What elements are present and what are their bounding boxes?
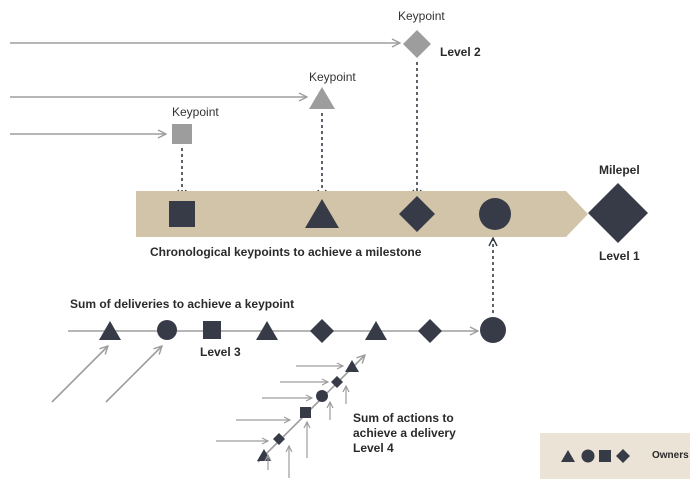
milestone-diamond — [588, 183, 648, 243]
action-diamond-2 — [331, 376, 343, 388]
band-diamond — [399, 196, 435, 232]
owners-label: Owners — [652, 450, 689, 461]
delivery-triangle-3 — [365, 321, 387, 340]
keypoint-label-left: Keypoint — [172, 105, 219, 119]
sum-actions-line-1: Sum of actions to — [353, 411, 454, 425]
band-triangle — [305, 199, 339, 228]
chronological-label: Chronological keypoints to achieve a mil… — [150, 245, 422, 259]
sum-deliveries-label: Sum of deliveries to achieve a keypoint — [70, 297, 295, 311]
owners-triangle-icon — [561, 450, 575, 462]
delivery-end-circle — [480, 317, 506, 343]
keypoint-square-gray — [172, 124, 192, 144]
keypoint-label-middle: Keypoint — [309, 70, 356, 84]
actions-line — [257, 355, 365, 463]
keypoint-diamond-gray — [403, 30, 431, 58]
band-square — [169, 201, 195, 227]
level-2-label: Level 2 — [440, 45, 481, 59]
keypoint-label-top: Keypoint — [398, 9, 445, 23]
action-diamond-1 — [273, 433, 285, 445]
diagonal-arrow-2 — [105, 346, 162, 403]
delivery-diamond-1 — [310, 319, 334, 343]
level-1-label: Level 1 — [599, 249, 640, 263]
band-circle — [479, 198, 511, 230]
delivery-triangle-2 — [256, 321, 278, 340]
diagonal-arrow-1 — [51, 346, 108, 403]
sum-actions-line-2: achieve a delivery — [353, 426, 456, 440]
milepel-label: Milepel — [599, 163, 640, 177]
action-circle — [316, 390, 328, 402]
level-4-label: Level 4 — [353, 441, 394, 455]
milestone-band — [136, 191, 588, 237]
owners-diamond-icon — [616, 449, 630, 463]
action-triangle-2 — [345, 360, 359, 372]
delivery-triangle-1 — [99, 321, 121, 340]
delivery-square — [203, 321, 221, 339]
delivery-circle-1 — [157, 320, 177, 340]
owners-circle-icon — [581, 449, 595, 463]
level-3-label: Level 3 — [200, 345, 241, 359]
action-square — [300, 407, 311, 418]
delivery-diamond-2 — [418, 319, 442, 343]
owners-square-icon — [599, 450, 611, 462]
keypoint-triangle-gray — [309, 87, 335, 109]
